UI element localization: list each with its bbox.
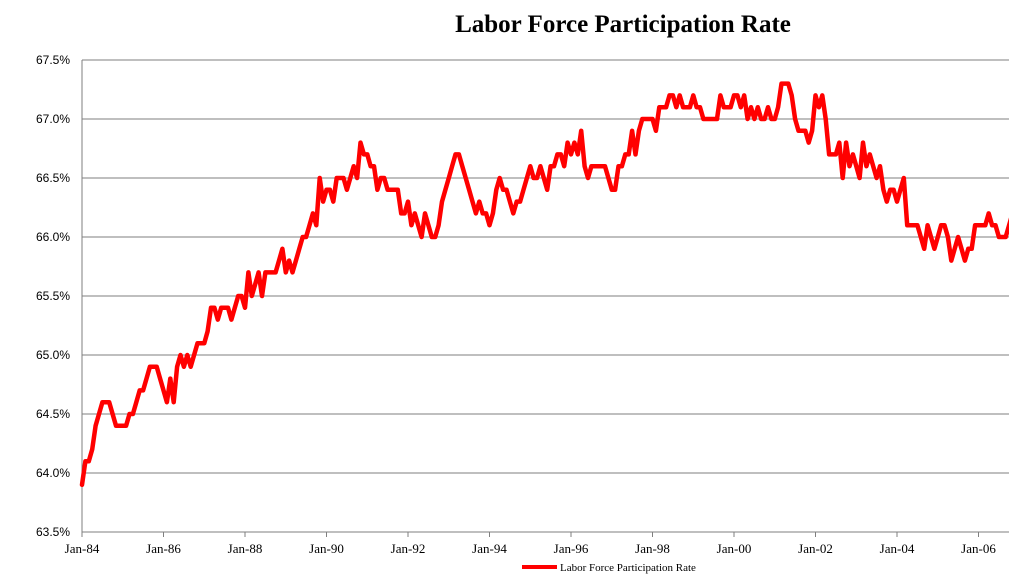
y-tick-labels: 67.5% 67.0% 66.5% 66.0% 65.5% 65.0% 64.5% 64.0%…	[36, 53, 70, 539]
y-tick-label: 64.0%	[36, 466, 70, 480]
x-tick-label: Jan-90	[309, 541, 344, 556]
x-tick-label: Jan-94	[472, 541, 507, 556]
axes	[81, 60, 1009, 537]
x-tick-label: Jan-98	[635, 541, 670, 556]
x-tick-label: Jan-06	[961, 541, 996, 556]
y-tick-label: 66.0%	[36, 230, 70, 244]
legend: Labor Force Participation Rate	[522, 562, 696, 574]
series-lines	[79, 81, 1009, 488]
y-tick-label: 67.5%	[36, 53, 70, 67]
x-tick-label: Jan-00	[717, 541, 752, 556]
x-tick-labels: Jan-84 Jan-86 Jan-88 Jan-90 Jan-92 Jan-94 Jan-…	[65, 541, 997, 556]
y-tick-label: 67.0%	[36, 112, 70, 126]
x-tick-label: Jan-04	[880, 541, 915, 556]
series-line-0	[79, 81, 1009, 488]
y-tick-label: 63.5%	[36, 525, 70, 539]
x-tick-label: Jan-88	[228, 541, 263, 556]
grid-lines	[82, 59, 1009, 474]
y-tick-label: 66.5%	[36, 171, 70, 185]
x-tick-label: Jan-92	[391, 541, 426, 556]
x-tick-label: Jan-02	[798, 541, 833, 556]
y-tick-label: 65.5%	[36, 289, 70, 303]
legend-label: Labor Force Participation Rate	[560, 562, 696, 574]
chart-title: Labor Force Participation Rate	[455, 11, 791, 38]
x-tick-label: Jan-84	[65, 541, 100, 556]
y-tick-label: 65.0%	[36, 348, 70, 362]
y-tick-label: 64.5%	[36, 407, 70, 421]
x-tick-label: Jan-86	[146, 541, 181, 556]
x-tick-label: Jan-96	[554, 541, 589, 556]
